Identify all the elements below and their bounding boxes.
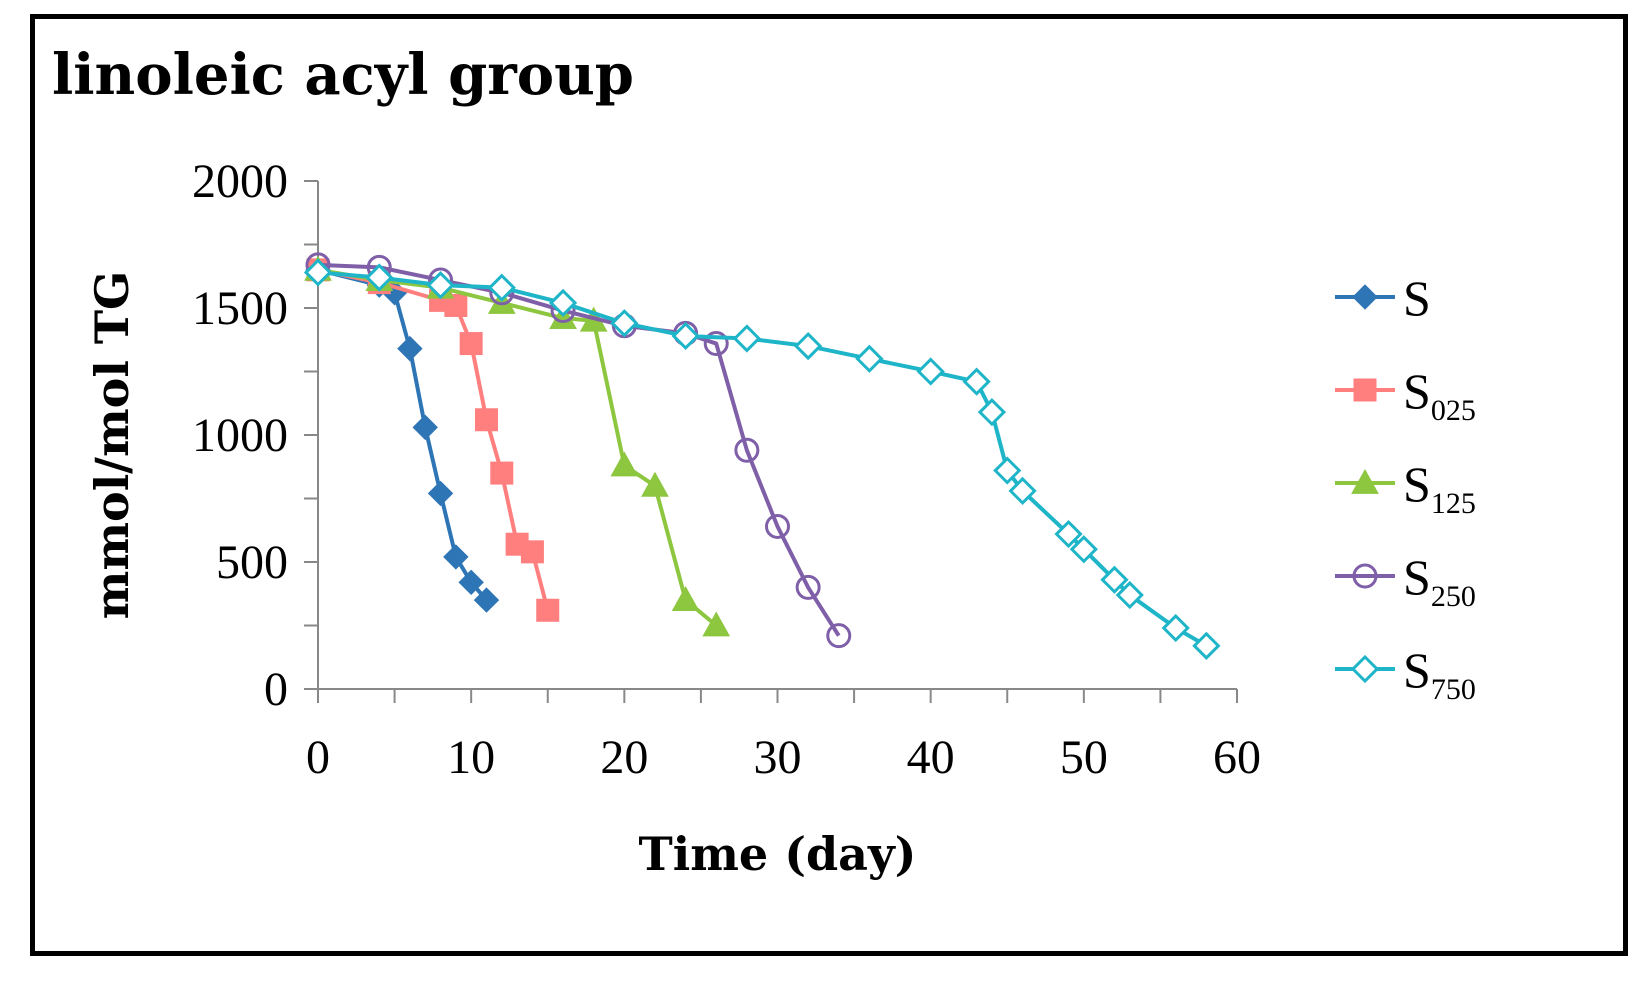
legend-label: S	[1403, 270, 1431, 326]
legend-label: S025	[1403, 363, 1476, 427]
legend-marker	[1350, 654, 1380, 684]
data-point-S750	[610, 309, 639, 338]
data-point-S750	[1100, 565, 1129, 594]
data-point-S	[443, 544, 469, 570]
legend-item-S: S	[1335, 270, 1431, 326]
legend-marker	[1352, 563, 1378, 589]
series-S025	[306, 258, 560, 622]
data-point-S125	[671, 586, 700, 611]
series-line-S125	[317, 267, 718, 628]
data-point-S125	[610, 451, 639, 477]
chart-title: linoleic acyl group	[52, 42, 634, 108]
data-point-S750	[1008, 476, 1037, 506]
data-point-S750	[1192, 631, 1221, 660]
data-point-S750	[303, 258, 333, 287]
data-point-S750	[487, 273, 516, 302]
legend-marker	[1351, 468, 1379, 494]
data-point-S750	[977, 398, 1007, 427]
data-point-S025	[490, 461, 514, 485]
series-line-S025	[317, 267, 550, 611]
y-tick-label: 1000	[192, 409, 288, 462]
data-point-S125	[702, 611, 731, 637]
series-S	[305, 257, 500, 613]
y-axis-title: mmol/mol TG	[85, 271, 139, 620]
legend-item-S125: S125	[1335, 456, 1476, 520]
legend-item-S250: S250	[1335, 549, 1476, 613]
data-point-S750	[426, 271, 455, 300]
y-tick-label: 0	[264, 663, 288, 716]
data-point-S025	[444, 293, 468, 317]
x-tick-label: 60	[1213, 731, 1261, 784]
data-point-S750	[365, 263, 394, 292]
x-tick-label: 30	[754, 731, 802, 784]
series-S250	[305, 252, 852, 649]
data-point-S250	[734, 437, 760, 463]
data-point-S025	[474, 408, 498, 432]
legend-label: S125	[1403, 456, 1476, 520]
axes	[304, 180, 1238, 703]
x-tick-label: 40	[907, 731, 955, 784]
data-point-S250	[703, 331, 729, 357]
legend-marker	[1352, 284, 1378, 310]
legend-label-subscript: 750	[1431, 673, 1476, 706]
x-axis-title: Time (day)	[639, 827, 917, 881]
data-point-S025	[520, 540, 544, 564]
legend-marker	[1353, 378, 1377, 402]
legend-label: S250	[1403, 549, 1476, 613]
y-tick-label: 1500	[192, 282, 288, 335]
data-point-S	[473, 587, 500, 613]
data-point-S750	[962, 367, 991, 396]
data-point-S125	[641, 471, 669, 497]
legend-label-subscript: 025	[1431, 394, 1476, 427]
x-tick-label: 20	[600, 731, 648, 784]
legend-item-S750: S750	[1335, 642, 1476, 706]
legend-label-subscript: 250	[1431, 580, 1476, 613]
data-point-S250	[826, 623, 852, 649]
data-point-S750	[993, 456, 1022, 485]
data-point-S750	[548, 288, 578, 318]
data-point-S750	[855, 344, 884, 373]
data-point-S	[427, 480, 454, 507]
x-tick-label: 50	[1060, 731, 1108, 784]
legend-label: S750	[1403, 642, 1476, 706]
data-point-S750	[794, 331, 823, 361]
tick-labels: 0 500 1000 1500 2000 0 10 20 30 40 50 60	[192, 155, 1261, 784]
data-point-S	[412, 414, 438, 441]
series-S750	[303, 258, 1221, 660]
data-point-S250	[795, 574, 821, 600]
y-tick-label: 2000	[192, 155, 288, 208]
data-point-S	[458, 569, 484, 596]
data-point-S750	[1054, 519, 1083, 549]
data-point-S750	[1115, 580, 1144, 610]
data-point-S250	[765, 513, 790, 539]
x-tick-label: 0	[306, 731, 330, 784]
data-point-S025	[459, 332, 483, 356]
series-S125	[304, 255, 731, 637]
data-point-S750	[916, 357, 945, 386]
x-tick-label: 10	[447, 731, 495, 784]
legend-item-S025: S025	[1335, 363, 1476, 427]
data-point-S750	[732, 324, 761, 353]
legend-label-subscript: 125	[1431, 487, 1476, 520]
series-line-S750	[317, 270, 1208, 648]
data-point-S750	[671, 321, 700, 351]
data-point-S025	[536, 598, 560, 622]
data-point-S750	[1069, 535, 1098, 564]
y-tick-label: 500	[216, 536, 288, 589]
data-point-S	[397, 335, 423, 362]
data-point-S750	[1161, 613, 1190, 643]
series-layer	[303, 252, 1221, 660]
legend: S S025 S125 S250 S750	[1335, 270, 1476, 706]
